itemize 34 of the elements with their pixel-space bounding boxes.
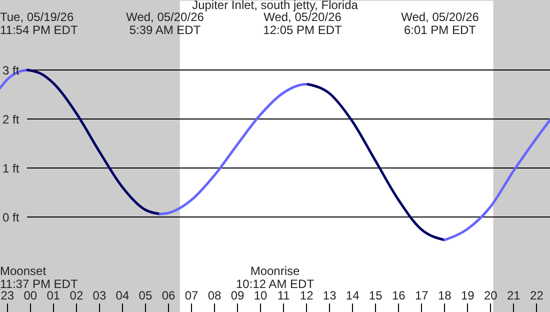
annotation: Moonset 11:37 PM EDT — [0, 264, 78, 291]
x-tick-label: 11 — [277, 288, 290, 302]
x-tick-label: 00 — [24, 288, 38, 302]
x-tick-label: 07 — [184, 288, 198, 302]
x-tick-label: 03 — [92, 288, 106, 302]
x-tick-label: 08 — [208, 288, 222, 302]
x-tick-label: 05 — [138, 288, 152, 302]
x-tick-label: 20 — [484, 288, 498, 302]
x-tick-label: 22 — [530, 288, 544, 302]
x-tick-label: 09 — [230, 288, 245, 302]
x-tick-label: 01 — [46, 288, 60, 302]
x-tick-label: 12 — [300, 288, 314, 302]
y-tick-label: 0 ft — [2, 210, 20, 224]
x-tick-label: 18 — [438, 288, 452, 302]
annotation: Wed, 05/20/26 5:39 AM EDT — [126, 10, 204, 37]
x-tick-label: 13 — [322, 288, 337, 302]
x-tick-label: 14 — [346, 288, 360, 302]
x-tick-label: 10 — [254, 288, 268, 302]
x-tick-label: 02 — [70, 288, 84, 302]
x-tick-label: 23 — [0, 288, 14, 302]
annotation: Moonrise 10:12 AM EDT — [236, 264, 315, 291]
x-tick-label: 04 — [116, 288, 130, 302]
y-tick-label: 1 ft — [2, 162, 20, 176]
annotation: Wed, 05/20/26 12:05 PM EDT — [263, 10, 343, 37]
annotation: Tue, 05/19/26 11:54 PM EDT — [0, 10, 78, 37]
chart-title: Jupiter Inlet, south jetty, Florida — [192, 0, 358, 12]
x-tick-label: 17 — [414, 288, 429, 302]
x-tick-label: 06 — [162, 288, 176, 302]
x-tick-label: 19 — [460, 288, 475, 302]
x-tick-label: 16 — [392, 288, 406, 302]
annotation: Wed, 05/20/26 6:01 PM EDT — [401, 10, 480, 37]
x-tick-label: 15 — [368, 288, 383, 302]
y-tick-label: 2 ft — [2, 112, 20, 127]
x-tick-label: 21 — [507, 288, 521, 302]
